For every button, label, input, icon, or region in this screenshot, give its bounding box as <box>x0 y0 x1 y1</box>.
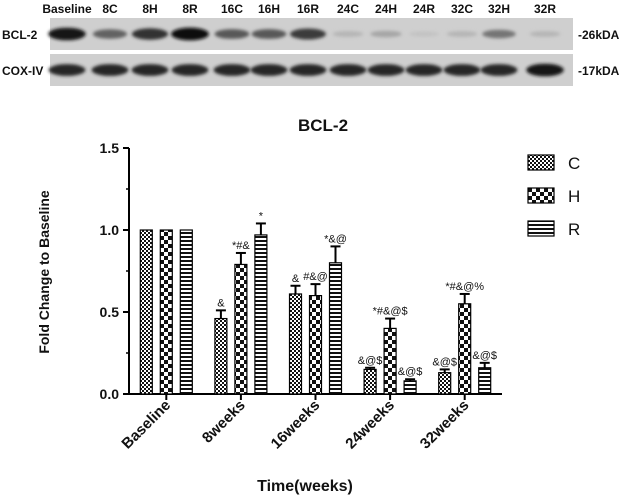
blot-band <box>370 30 402 38</box>
blot-band <box>405 64 443 76</box>
x-axis-label: Time(weeks) <box>257 478 353 495</box>
blot-lane-label: 32R <box>534 2 556 16</box>
blot-band <box>171 27 209 41</box>
significance-label: & <box>217 297 225 309</box>
significance-label: #&@ <box>303 271 328 283</box>
western-blot: Baseline 8C 8H 8R 16C 16H 16R 24C 24H 24R 32C 32H 32… <box>2 2 620 86</box>
y-axis-label: Fold Change to Baseline <box>36 190 52 354</box>
bar-H-Baseline <box>159 229 173 395</box>
blot-band <box>443 64 481 76</box>
blot-band <box>480 64 518 76</box>
blot-lane-label: 24R <box>413 2 435 16</box>
blot-lane-label: 16C <box>221 2 243 16</box>
legend-label: C <box>568 154 580 173</box>
blot-band <box>250 64 288 76</box>
blot-band <box>529 31 561 37</box>
significance-label: &@$ <box>472 350 497 362</box>
bar-C-24weeks <box>363 368 377 395</box>
blot-lane-label: 8R <box>182 2 198 16</box>
legend-swatch <box>527 154 555 171</box>
bar-chart: BCL-2 Fold Change to Baseline Time(weeks… <box>36 116 580 495</box>
significance-label: *#&@% <box>445 281 484 293</box>
blot-lane-label: 24C <box>337 2 359 16</box>
bar-H-8weeks <box>234 263 248 395</box>
bar-R-32weeks <box>478 367 492 395</box>
legend-swatch <box>527 187 555 204</box>
blot-band <box>290 28 326 40</box>
blot-band <box>92 29 128 39</box>
blot-lane-label: 8C <box>102 2 118 16</box>
bar-H-24weeks <box>383 327 397 395</box>
blot-lane-label: 32C <box>451 2 473 16</box>
x-tick-label: Baseline <box>118 397 174 453</box>
x-tick-label: 8weeks <box>199 397 249 447</box>
blot-lane-label: 16H <box>258 2 280 16</box>
blot-band <box>332 31 364 37</box>
y-tick-label: 0.5 <box>100 304 120 320</box>
blot-band <box>214 29 250 39</box>
significance-label: &@$ <box>398 366 423 378</box>
blot-band <box>91 64 129 76</box>
bar-C-Baseline <box>139 229 153 395</box>
blot-row-label: COX-IV <box>2 64 43 78</box>
y-tick-label: 0.0 <box>100 386 120 402</box>
legend-swatch <box>527 220 555 237</box>
blot-band <box>526 63 564 77</box>
blot-lane-label: 24H <box>375 2 397 16</box>
blot-strip: COX-IV -17kDA <box>2 54 620 86</box>
blot-band <box>171 64 209 76</box>
legend-label: R <box>568 220 580 239</box>
legend-item-H: H <box>527 187 580 206</box>
chart-title: BCL-2 <box>298 116 348 135</box>
x-tick-label: 24weeks <box>342 397 398 453</box>
significance-label: &@$ <box>358 355 383 367</box>
bar-C-16weeks <box>288 293 303 395</box>
bar-H-32weeks <box>458 303 472 395</box>
legend-item-C: C <box>527 154 580 173</box>
bar-R-8weeks <box>254 234 268 395</box>
legend-label: H <box>568 187 580 206</box>
blot-lane-label: 32H <box>488 2 510 16</box>
blot-size-marker: -17kDA <box>578 64 620 78</box>
significance-label: &@$ <box>432 356 457 368</box>
significance-label: *&@ <box>324 233 347 245</box>
blot-lane-label: 8H <box>142 2 157 16</box>
blot-band <box>48 27 86 41</box>
blot-strip: BCL-2 -26kDA <box>2 18 620 50</box>
blot-band <box>131 28 169 40</box>
blot-size-marker: -26kDA <box>578 28 620 42</box>
x-tick-label: 16weeks <box>268 397 324 453</box>
significance-label: *#& <box>232 240 250 252</box>
blot-row-label: BCL-2 <box>2 28 38 42</box>
x-tick-label: 32weeks <box>417 397 473 453</box>
bar-C-32weeks <box>438 372 452 395</box>
blot-lane-label: Baseline <box>42 2 92 16</box>
significance-label: & <box>292 273 300 285</box>
significance-label: *#&@$ <box>373 306 408 318</box>
blot-band <box>213 64 251 76</box>
y-tick-label: 1.0 <box>100 222 120 238</box>
blot-band <box>251 29 287 39</box>
blot-band <box>289 64 327 76</box>
blot-band <box>482 29 516 39</box>
blot-lane-label: 16R <box>297 2 319 16</box>
blot-band <box>48 64 86 76</box>
significance-label: * <box>259 210 264 222</box>
blot-band <box>367 64 405 76</box>
blot-band <box>131 64 169 76</box>
bar-R-24weeks <box>403 380 417 395</box>
blot-band <box>446 31 478 37</box>
blot-band <box>329 64 367 76</box>
y-tick-label: 1.5 <box>100 140 120 156</box>
legend-item-R: R <box>527 220 580 239</box>
bar-H-16weeks <box>308 295 323 395</box>
bar-R-Baseline <box>179 229 193 395</box>
bar-R-16weeks <box>328 262 343 395</box>
blot-band <box>408 31 440 37</box>
bar-C-8weeks <box>214 317 228 395</box>
